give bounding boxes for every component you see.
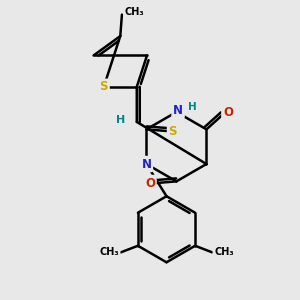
- Text: H: H: [188, 102, 197, 112]
- Text: H: H: [116, 115, 125, 125]
- Text: O: O: [145, 176, 155, 190]
- Text: CH₃: CH₃: [125, 7, 144, 17]
- Text: N: N: [141, 158, 152, 170]
- Text: CH₃: CH₃: [99, 248, 119, 257]
- Text: O: O: [223, 106, 233, 119]
- Text: S: S: [169, 124, 177, 137]
- Text: S: S: [100, 80, 108, 93]
- Text: N: N: [173, 104, 183, 117]
- Text: CH₃: CH₃: [214, 248, 234, 257]
